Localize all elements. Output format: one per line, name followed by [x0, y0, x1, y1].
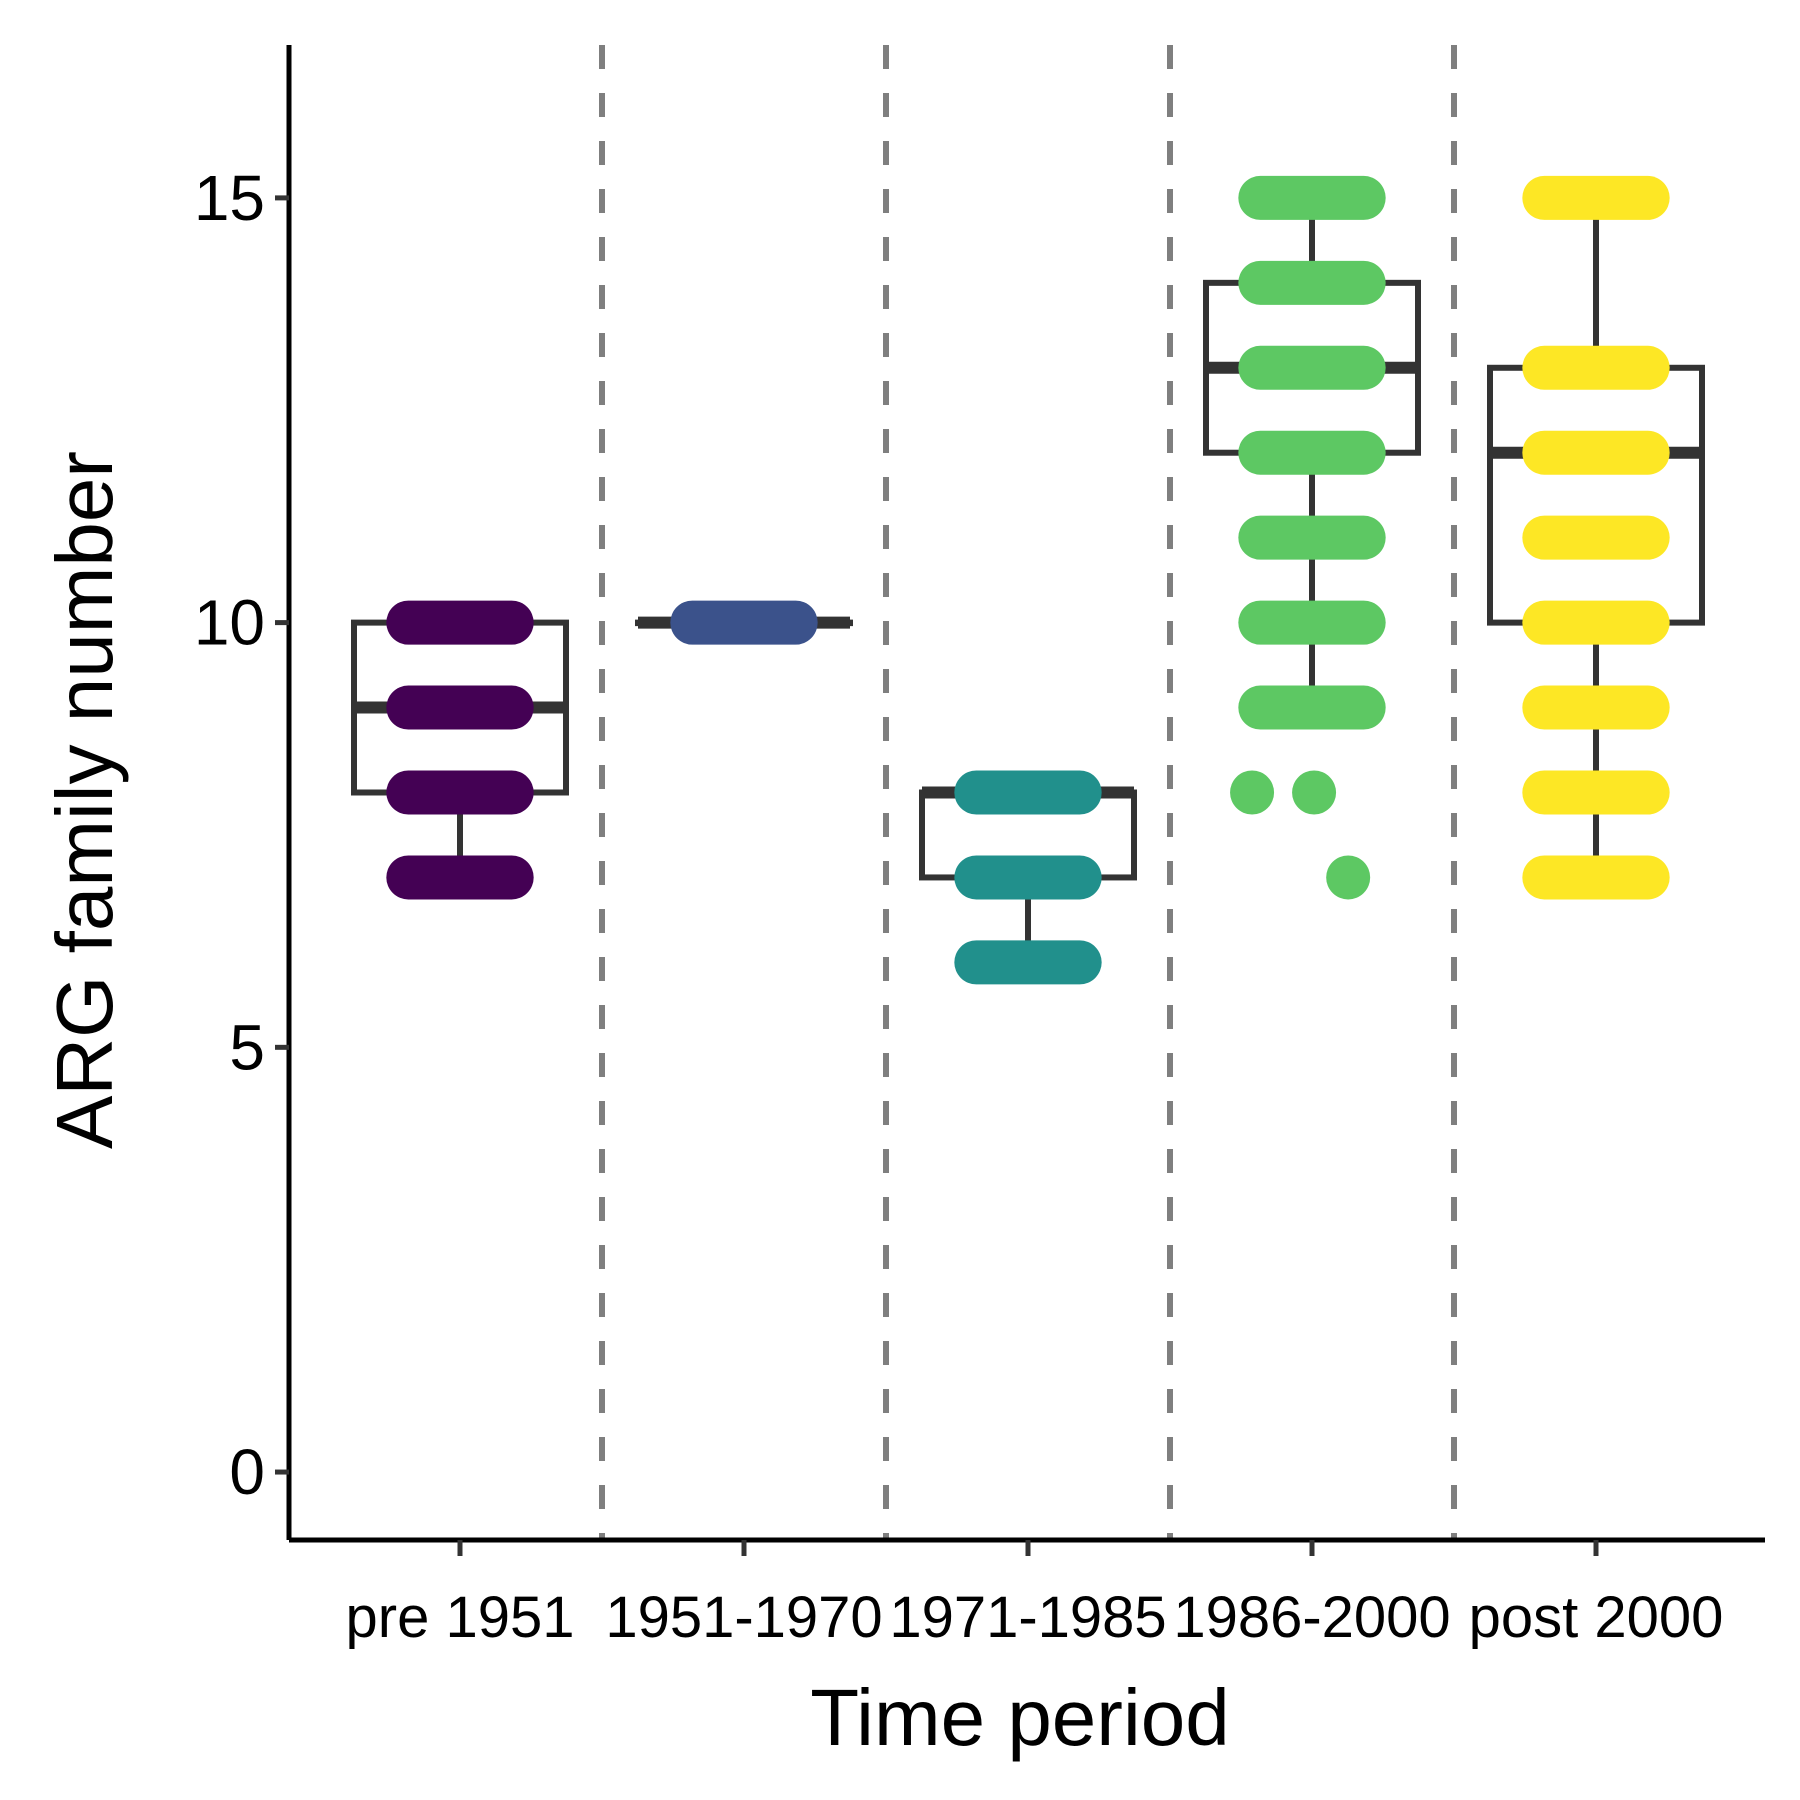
- point-strip-1986-2000: [1326, 855, 1371, 900]
- x-tick-label-post-2000: post 2000: [1469, 1585, 1724, 1650]
- x-tick-label-1971-1985: 1971-1985: [889, 1585, 1166, 1650]
- x-axis-ticks: pre 1951 1951-1970 1971-1985 1986-2000 post …: [346, 1540, 1724, 1650]
- x-axis-title: Time period: [810, 1673, 1229, 1762]
- data-point: [1230, 770, 1275, 815]
- y-axis-title: ARG family number: [40, 451, 129, 1149]
- y-tick-label: 10: [194, 587, 265, 659]
- point-strip-1986-2000: [1230, 770, 1275, 815]
- box-layer: [351, 197, 1705, 963]
- y-tick-label: 5: [229, 1011, 265, 1083]
- box-pre-1951: [351, 619, 569, 878]
- box-body: [1487, 364, 1705, 626]
- y-tick-label: 0: [229, 1436, 265, 1508]
- y-tick-label: 15: [194, 162, 265, 234]
- data-point: [1326, 855, 1371, 900]
- point-strip-1986-2000: [1292, 770, 1337, 815]
- x-tick-label-1986-2000: 1986-2000: [1173, 1585, 1450, 1650]
- y-axis-ticks: 0 5 10 15: [194, 162, 289, 1508]
- x-tick-label-1951-1970: 1951-1970: [605, 1585, 882, 1650]
- category-separators: [599, 45, 1457, 1540]
- x-tick-label-pre-1951: pre 1951: [346, 1585, 575, 1650]
- point-layer: [386, 175, 1670, 985]
- data-point: [1292, 770, 1337, 815]
